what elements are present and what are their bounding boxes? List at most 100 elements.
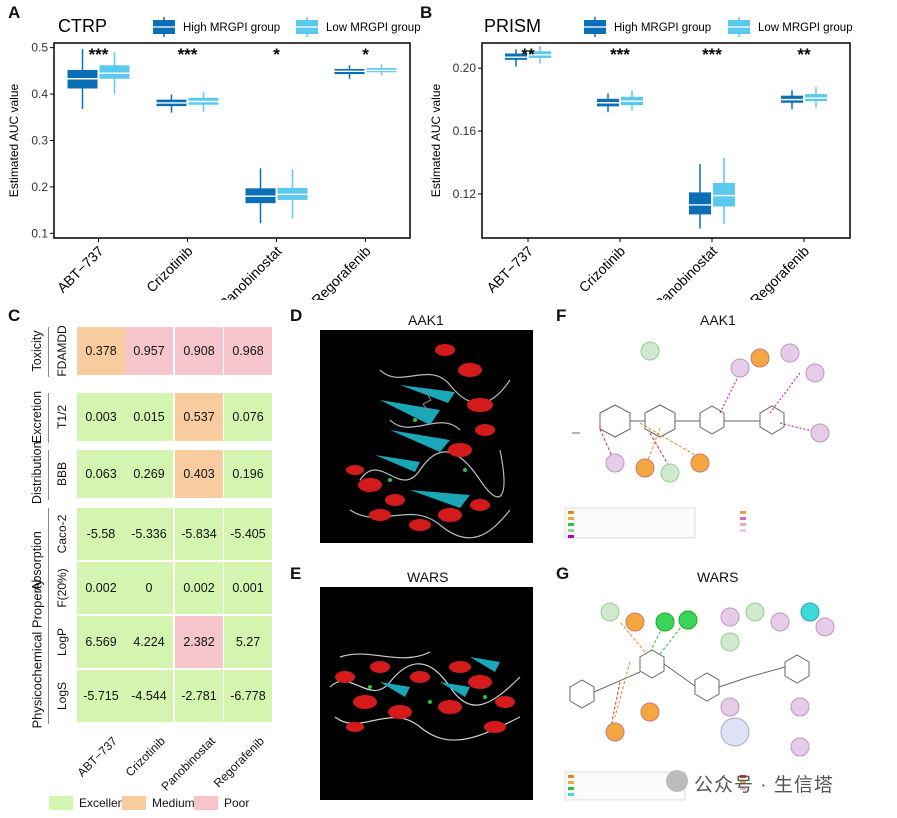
plot-frame [481,42,851,239]
aak1-ribbon-image [346,344,511,539]
wars-3d-title: WARS [407,569,449,585]
admet-cell: 0.968 [224,327,272,375]
wars-ribbon-image [329,651,521,741]
x-tick-label: Panobinostat [651,243,720,300]
admet-cell: 4.224 [125,616,173,668]
x-tick-label: ABT−737 [54,243,107,296]
aak1-2d-title: AAK1 [700,312,736,328]
legend-label: Low MRGPI group [758,22,853,34]
box-body [689,192,711,215]
x-tick-label: Panobinostat [216,243,285,300]
admet-cell: -5.405 [224,508,272,560]
box-body [713,182,735,207]
admet-legend-swatch [194,796,218,810]
panel-letter-g: G [556,564,570,583]
admet-row-label: LogS [55,681,69,711]
significance-mark: *** [610,45,630,64]
admet-cell: -4.544 [125,670,173,722]
admet-group-divider [48,393,49,443]
admet-group-divider [48,327,49,377]
admet-cell: -2.781 [175,670,223,722]
watermark-text: 公众号 · 生信塔 [694,775,834,796]
legend-label: High MRGPI group [183,22,280,34]
prism-boxplot: PRISM Estimated AUC value 0.12 0.16 0.20 High… [429,16,853,300]
panel-letter-d: D [290,306,303,325]
y-tick-label: 0.3 [31,134,48,148]
x-tick-label: Regorafenib [747,243,812,300]
admet-cell: 0.015 [125,393,173,441]
x-tick-label: Crizotinib [576,243,629,296]
admet-cell: 0.269 [125,450,173,498]
admet-table: Toxicity FDAMDD 0.378 0.957 0.908 0.968 Excret… [0,300,290,818]
y-tick-label: 0.16 [453,124,477,138]
aak1-3d-title: AAK1 [408,312,444,328]
admet-group-divider [48,450,49,500]
panel-letter-b: B [420,3,433,22]
admet-cell: -6.778 [224,670,272,722]
legend-label: Low MRGPI group [326,22,420,34]
admet-cell: 0.076 [224,393,272,441]
panel-letter-a: A [8,3,21,22]
x-tick-label: ABT−737 [483,243,536,296]
admet-row-label: BBB [55,462,69,487]
admet-cell: 0.957 [125,327,173,375]
admet-cell: 0.403 [175,450,223,498]
box-body [99,65,130,79]
wars-2d-interaction-diagram [564,602,835,801]
x-tick-label: Crizotinib [143,243,196,296]
significance-mark: *** [178,45,198,64]
y-axis-label: Estimated AUC value [7,83,21,197]
y-tick-label: 0.20 [453,61,477,75]
admet-legend-label: Excellent [79,796,128,810]
admet-cell: -5.834 [175,508,223,560]
admet-group-label: Toxicity [30,330,44,372]
legend-label: High MRGPI group [614,22,711,34]
chart-title: PRISM [484,16,541,36]
admet-cell: 0.378 [77,327,125,375]
admet-row-label: FDAMDD [55,325,69,377]
chart-title: CTRP [58,16,107,36]
admet-cell: 0.003 [77,393,125,441]
admet-cell: 0.908 [175,327,223,375]
significance-mark: *** [702,45,722,64]
admet-legend-swatch [122,796,146,810]
x-tick-label: Regorafenib [308,243,373,300]
admet-cell: 6.569 [77,616,125,668]
ctrp-boxplot: CTRP Estimated AUC value 0.1 0.2 0.3 0.4 0.5 Hi… [7,16,420,300]
aak1-2d-interaction-diagram [564,341,830,539]
admet-row-label: LogP [55,627,69,657]
wechat-icon [666,770,688,792]
panel-letter-e: E [290,564,302,583]
admet-group-label: Excretion [30,390,44,444]
significance-mark: *** [89,45,109,64]
admet-row-label: Caco-2 [55,514,69,554]
y-axis-label: Estimated AUC value [429,83,443,197]
panel-letter-f: F [556,306,567,325]
y-tick-label: 0.12 [453,187,477,201]
admet-cell: -5.715 [77,670,125,722]
admet-group-label: Distribution [30,441,44,504]
y-tick-label: 0.1 [31,226,48,240]
admet-cell: 2.382 [175,616,223,668]
significance-mark: ** [521,45,535,64]
y-tick-label: 0.2 [31,180,48,194]
admet-group-divider [48,508,49,616]
admet-cell: 0.001 [224,562,272,614]
admet-group-divider [48,616,49,724]
panel-letter-c: C [8,306,21,325]
admet-row-label: T1/2 [55,405,69,430]
admet-legend-label: Poor [224,796,250,810]
aak1-3d-structure [320,330,533,543]
admet-cell: 0.063 [77,450,125,498]
y-tick-label: 0.5 [31,41,48,55]
admet-cell: 0.002 [77,562,125,614]
admet-group-label: Physicochemical Property [29,578,45,729]
admet-cell: 0.002 [175,562,223,614]
admet-row-label: F(20%) [55,568,69,608]
y-tick-label: 0.4 [31,87,48,101]
significance-mark: ** [797,45,811,64]
admet-legend-swatch [49,796,73,810]
admet-cell: 0.537 [175,393,223,441]
admet-cell: 5.27 [224,616,272,668]
significance-mark: * [362,45,369,64]
